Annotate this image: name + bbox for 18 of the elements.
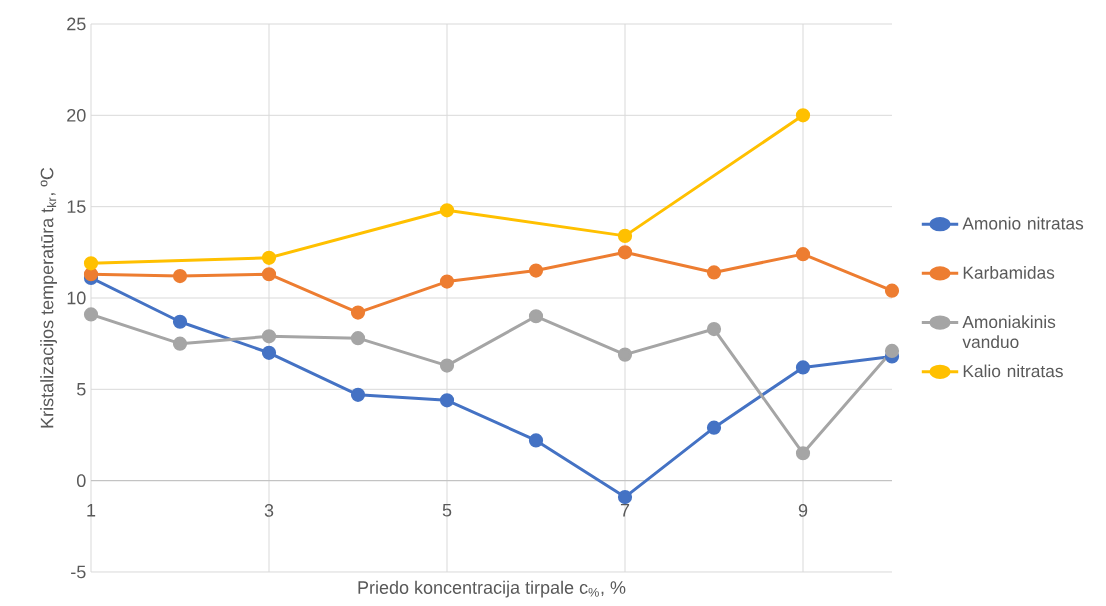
x-tick-label: 7 (620, 504, 630, 517)
y-tick-label: 5 (77, 383, 86, 396)
y-tick-label: 25 (67, 17, 86, 31)
x-tick-label: 1 (87, 504, 96, 517)
x-axis-title: Priedo koncentracija tirpale c$_{%}$, % (358, 580, 626, 598)
x-tick-label: 5 (442, 504, 452, 517)
y-axis-title: Kristalizacijos temperatūra t$_{kr}$, ºC (40, 167, 57, 428)
x-tick-label: 3 (264, 504, 274, 517)
y-tick-label: 10 (67, 291, 86, 305)
y-tick-label: 15 (67, 200, 86, 213)
legend-label: Amonio nitratas (962, 216, 1084, 230)
y-tick-label: 20 (67, 108, 86, 122)
legend-label: Kalio nitratas (963, 364, 1063, 378)
y-tick-label: -5 (71, 565, 86, 579)
legend-label: Karbamidas (963, 266, 1055, 279)
y-tick-label: 0 (77, 474, 86, 488)
legend-label: Amoniakinis vanduo (962, 315, 1056, 349)
x-tick-label: 9 (798, 504, 808, 517)
